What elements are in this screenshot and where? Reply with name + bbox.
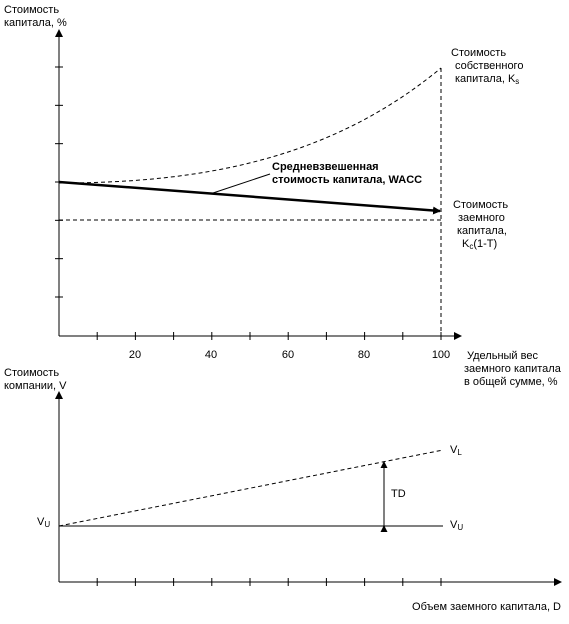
bottom-chart: Стоимость компании, V Объем заемного кап… [4,367,562,613]
vu-right-label: VU [450,519,463,532]
wacc-label-line1: Средневзвешенная [272,161,379,173]
equity-label-line1: Стоимость [451,47,506,59]
bottom-y-axis-label-line1: Стоимость [4,367,59,379]
top-x-tick-label-40: 40 [205,349,217,361]
top-x-tick-label-60: 60 [282,349,294,361]
equity-label-line3: капитала, Ks [455,73,519,86]
top-x-axis-label-line1: Удельный вес [467,350,538,362]
bottom-y-axis-label-line2: компании, V [4,380,67,392]
top-y-axis-label-line2: капитала, % [4,17,67,29]
vu-left-label: VU [37,516,50,529]
top-chart: Стоимость капитала, % 20 40 60 80 100 Уд… [4,4,562,388]
top-x-axis-label-line2: заемного капитала [464,363,562,375]
debt-label-line4: Kc(1-T) [462,238,497,251]
top-x-ticks [96,332,442,340]
top-x-axis-label-line3: в общей сумме, % [464,376,558,388]
bottom-x-ticks [96,578,442,586]
vl-label: VL [450,444,462,457]
top-y-axis-label-line1: Стоимость [4,4,59,16]
top-x-tick-label-80: 80 [358,349,370,361]
td-label: TD [391,488,406,500]
top-x-tick-label-20: 20 [129,349,141,361]
wacc-leader-line [212,173,271,194]
top-x-tick-label-100: 100 [432,349,450,361]
debt-label-line2: заемного [458,212,505,224]
bottom-x-axis-label: Объем заемного капитала, D [412,601,561,613]
debt-label-line3: капитала, [457,225,507,237]
debt-label-line1: Стоимость [453,199,508,211]
vl-line [58,449,444,527]
equity-label-line2: собственного [455,60,523,72]
wacc-label-line2: стоимость капитала, WACC [272,174,422,186]
wacc-line [58,180,441,215]
equity-cost-curve [58,67,442,184]
